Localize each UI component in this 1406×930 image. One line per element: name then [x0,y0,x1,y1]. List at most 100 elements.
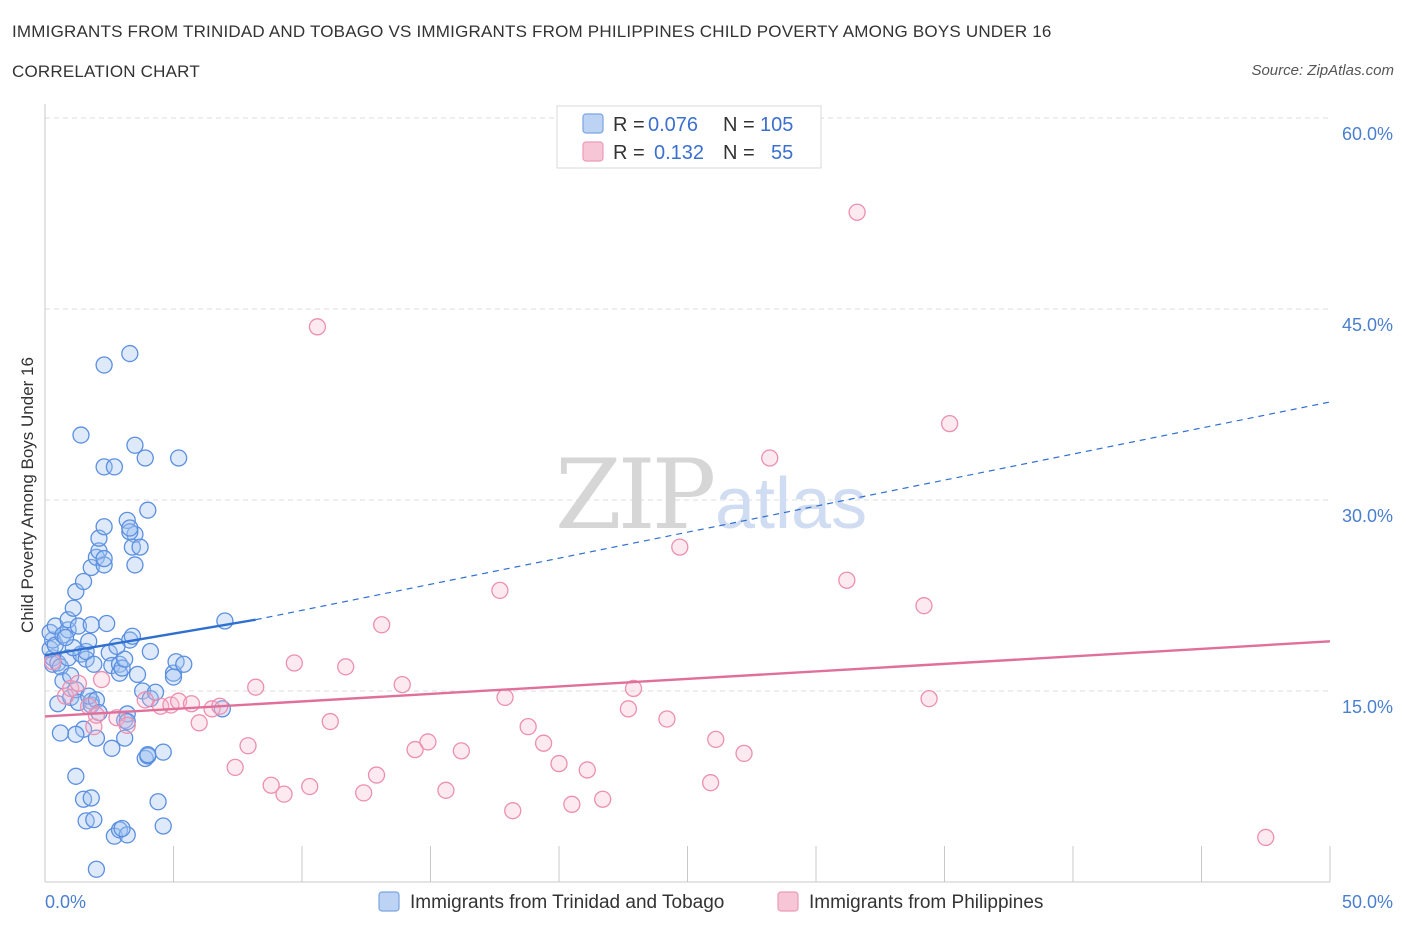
point-s2-48 [701,774,720,792]
bottom-legend-swatch-series2 [777,891,799,912]
trend-line-series1-dashed [255,401,1331,621]
legend-n-value-1: 105 [760,114,793,136]
watermark-atlas: atlas [715,464,867,544]
point-s1-78 [139,746,157,764]
point-s2-26 [337,658,355,676]
point-s2-52 [838,571,856,589]
point-s2-9 [118,716,136,735]
legend-r-value-1: 0.076 [648,114,698,136]
point-s2-54 [915,597,933,615]
point-s2-21 [262,776,280,794]
legend-r-label-2: R = [613,142,645,164]
point-s2-29 [373,616,391,634]
chart-subtitle: CORRELATION CHART [12,62,200,81]
point-s2-58 [308,318,327,336]
point-s1-61 [118,712,136,731]
point-s2-39 [534,734,553,752]
point-s2-3 [69,674,88,693]
point-s1-92 [139,501,157,519]
bottom-legend: Immigrants from Trinidad and Tobago Immi… [378,891,1043,913]
point-s2-51 [761,449,779,467]
point-s1-90 [126,436,144,454]
points [41,203,1275,878]
point-s1-43 [82,558,100,577]
point-s1-21 [74,572,93,591]
point-s2-24 [301,777,319,796]
point-s2-44 [619,700,638,718]
point-s1-68 [121,519,139,537]
point-s2-34 [452,742,470,760]
x-tick-labels: 0.0% 50.0% [45,892,1393,912]
point-s2-20 [247,678,265,696]
point-s1-47 [95,549,113,568]
point-s2-18 [226,758,244,777]
point-s1-80 [154,817,172,835]
point-s1-34 [82,789,100,807]
legend-swatch-series1 [582,113,604,134]
point-s2-35 [491,581,509,600]
source-label: Source: ZipAtlas.com [1251,62,1394,79]
point-s1-26 [80,632,98,650]
y-tick-label-3: 60.0% [1342,124,1393,144]
point-s2-27 [355,784,373,802]
point-s2-31 [406,740,424,759]
legend-n-label-1: N = [723,114,755,136]
legend-r-label-1: R = [613,114,645,136]
point-s1-50 [98,614,116,633]
point-s2-33 [437,781,455,799]
point-s1-70 [131,538,149,556]
x-tick-label-0: 0.0% [45,892,86,912]
point-s1-22 [69,617,88,635]
y-tick-label-1: 30.0% [1342,506,1393,526]
point-s2-23 [285,654,303,672]
point-s1-99 [175,655,193,673]
point-s1-30 [51,724,70,742]
point-s2-38 [519,718,537,736]
point-s2-40 [550,754,568,773]
point-s1-94 [95,356,113,374]
point-s1-87 [72,426,90,444]
point-s2-46 [658,710,676,728]
point-s2-41 [563,795,581,813]
point-s1-57 [116,650,134,668]
point-s2-28 [367,766,386,784]
point-s1-35 [85,810,103,829]
y-axis-label: Child Poverty Among Boys Under 16 [18,357,37,633]
point-s1-46 [95,556,113,574]
axes [44,104,1331,883]
point-s2-49 [707,730,725,749]
watermark: ZIP atlas [555,439,867,551]
point-s2-55 [920,689,938,708]
point-s2-30 [393,675,411,694]
point-s1-71 [128,665,147,684]
point-s2-57 [1257,828,1275,847]
bottom-legend-label-series2: Immigrants from Philippines [809,892,1043,913]
point-s2-36 [496,688,514,707]
watermark-zip: ZIP [555,439,714,551]
y-tick-label-2: 45.0% [1342,315,1393,335]
point-s2-25 [321,712,339,731]
legend-n-label-2: N = [723,142,755,164]
legend-n-value-2: 55 [771,142,793,164]
point-s1-75 [141,642,160,661]
legend-swatch-series2 [582,141,604,162]
point-s2-47 [671,538,689,556]
point-s2-15 [190,714,208,732]
point-s1-81 [149,793,167,811]
point-s1-104 [56,628,75,647]
point-s1-93 [169,449,188,467]
point-s2-45 [624,679,643,698]
bottom-legend-label-series1: Immigrants from Trinidad and Tobago [410,892,724,913]
point-s2-6 [87,706,106,724]
point-s1-19 [64,599,82,617]
point-s1-53 [103,739,121,757]
point-s1-85 [113,819,131,838]
point-s1-29 [67,725,85,743]
point-s1-95 [121,344,139,363]
point-s2-22 [275,785,293,803]
point-s2-7 [92,670,111,689]
point-s1-39 [85,655,103,673]
point-s1-86 [87,860,106,878]
grid-lines [45,117,1330,692]
